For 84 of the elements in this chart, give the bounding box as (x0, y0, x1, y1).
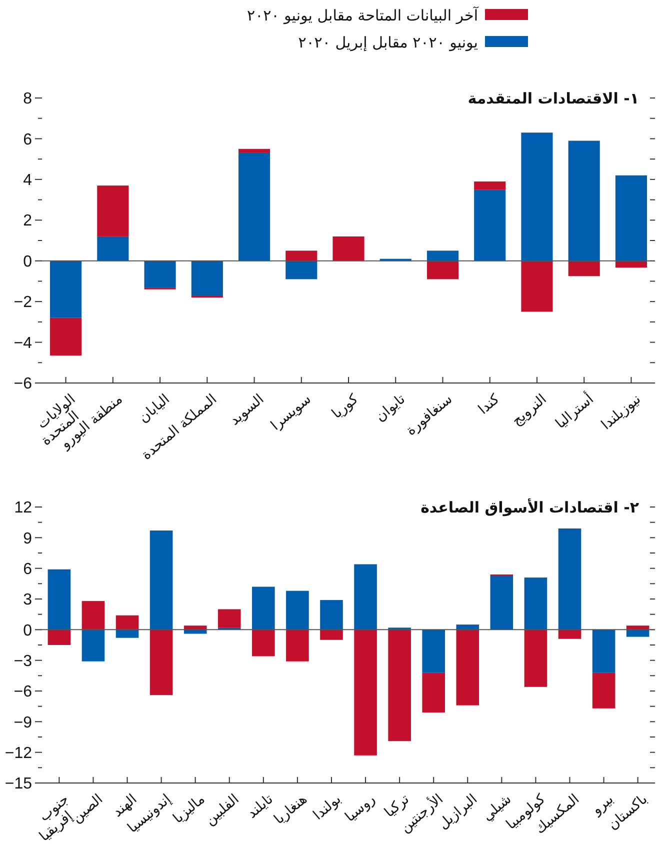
bar (332, 236, 364, 261)
bar (592, 630, 616, 673)
bar (354, 630, 377, 756)
y-tick-label: 6 (23, 131, 32, 148)
bar (354, 564, 377, 630)
bar (426, 260, 459, 280)
bar (568, 140, 600, 261)
bar (144, 260, 176, 288)
bar (558, 528, 582, 630)
x-tick-label: جنوب إفريقيا (36, 791, 76, 845)
y-tick-label: 9 (23, 530, 32, 548)
y-tick-label: 12 (14, 500, 32, 517)
x-tick-label: كوريا (329, 391, 362, 422)
bar (474, 190, 506, 261)
bar (150, 630, 173, 696)
y-tick-label: 3 (23, 592, 32, 609)
y-tick-label: 0 (23, 253, 32, 270)
bar (238, 152, 270, 261)
x-tick-label: اليابان (136, 391, 173, 426)
bar (82, 601, 105, 630)
bar (286, 260, 318, 280)
x-tick-label: نيوزيلندا (598, 391, 644, 434)
bar (426, 250, 459, 261)
bar (615, 175, 647, 261)
x-tick-label: النرويج (509, 391, 550, 430)
y-tick-label: −15 (4, 776, 32, 793)
bar (238, 148, 270, 153)
bar (592, 672, 616, 708)
x-tick-label: السويد (226, 391, 268, 429)
bar (521, 260, 553, 312)
bar (82, 630, 105, 662)
y-tick-label: −4 (14, 334, 32, 352)
y-tick-label: 4 (23, 172, 32, 190)
x-tick-label: هنغاريا (271, 791, 310, 828)
y-tick-label: 2 (23, 212, 32, 230)
x-tick-label: روسيا (342, 791, 378, 826)
bar (150, 530, 173, 630)
bar (286, 630, 309, 662)
bar (50, 318, 82, 356)
bar (48, 569, 71, 630)
y-tick-label: −6 (14, 376, 32, 393)
x-tick-label: كندا (475, 391, 503, 418)
bar (48, 630, 71, 645)
y-tick-label: −2 (14, 294, 32, 312)
bar (97, 236, 129, 261)
bar (184, 630, 207, 634)
bar (456, 630, 480, 706)
y-tick-label: −3 (14, 652, 32, 670)
bar (490, 575, 514, 630)
y-tick-label: 0 (23, 622, 32, 640)
bar (524, 578, 548, 630)
y-tick-label: 8 (23, 90, 32, 108)
y-tick-label: 6 (23, 560, 32, 578)
bar (388, 630, 411, 742)
bar (116, 630, 139, 638)
legend-label: آخر البيانات المتاحة مقابل يونيو ٢٠٢٠ (247, 5, 479, 24)
bar (474, 181, 506, 190)
bar (524, 630, 548, 687)
bar (252, 630, 275, 656)
bar (191, 260, 223, 296)
x-tick-label: بولندا (310, 791, 344, 824)
x-tick-label: سويسرا (268, 391, 314, 434)
bar (286, 590, 309, 630)
bar (97, 186, 129, 236)
x-tick-label: أستراليا (552, 390, 598, 432)
bar (116, 615, 139, 630)
chart-title: ٢- اقتصادات الأسواق الصاعدة (420, 497, 639, 516)
bar (218, 609, 241, 628)
y-tick-label: −6 (14, 684, 32, 701)
bar (521, 132, 553, 261)
y-tick-label: −9 (14, 714, 32, 732)
chart-title: ١- الاقتصادات المتقدمة (468, 89, 639, 108)
bar (626, 630, 650, 637)
bar (422, 630, 445, 673)
bar (320, 600, 343, 630)
bar (50, 260, 82, 318)
bar (252, 586, 275, 630)
bar (320, 630, 343, 640)
bar (568, 260, 600, 276)
bar (558, 630, 582, 639)
legend-label: يونيو ٢٠٢٠ مقابل إبريل ٢٠٢٠ (298, 33, 478, 52)
y-tick-label: −12 (4, 744, 32, 762)
bar (422, 672, 445, 712)
bar (286, 250, 318, 261)
